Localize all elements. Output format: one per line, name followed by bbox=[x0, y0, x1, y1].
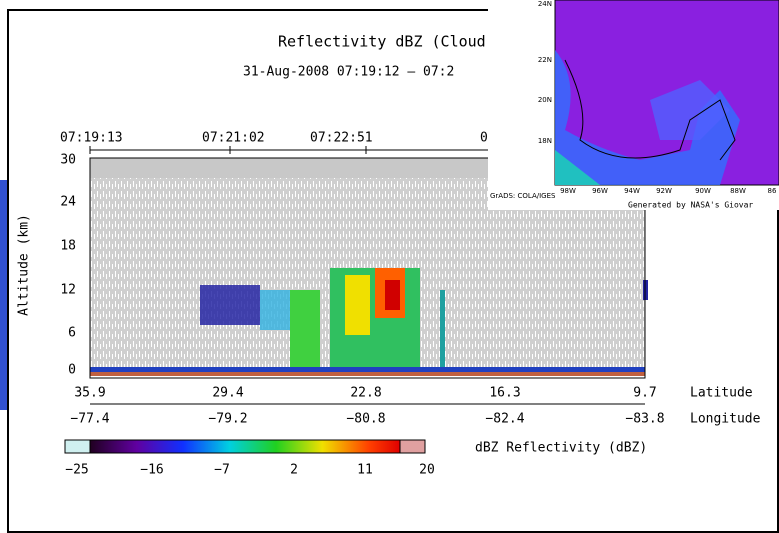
y-axis-label: Altitude (km) bbox=[17, 214, 32, 316]
latitude-label: 35.9 bbox=[74, 386, 105, 401]
y-tick: 30 bbox=[60, 153, 76, 168]
background-map bbox=[0, 180, 10, 410]
y-tick: 6 bbox=[68, 326, 76, 341]
map-features bbox=[555, 50, 740, 185]
colorbar-label: −16 bbox=[140, 463, 163, 478]
plot-frame bbox=[89, 157, 646, 379]
colorbar-labels: −25 −16 −7 2 11 20 bbox=[65, 463, 435, 478]
plot-subtitle: 31-Aug-2008 07:19:12 – 07:2 bbox=[243, 65, 454, 80]
colorbar-over bbox=[399, 439, 426, 454]
time-label: 07:22:51 bbox=[310, 131, 373, 146]
longitude-label: −82.4 bbox=[485, 412, 524, 427]
map-lat-label: 22N bbox=[538, 56, 552, 64]
colorbar-under bbox=[64, 439, 91, 454]
latitude-label: 22.8 bbox=[350, 386, 381, 401]
map-lon-label: 88W bbox=[730, 187, 746, 195]
latitude-label: 16.3 bbox=[489, 386, 520, 401]
map-credit: GrADS: COLA/IGES bbox=[490, 192, 556, 200]
map-lon-label: 96W bbox=[592, 187, 608, 195]
colorbar-label: 11 bbox=[357, 463, 373, 478]
longitude-label: −80.8 bbox=[346, 412, 385, 427]
time-label: 07:21:02 bbox=[202, 131, 265, 146]
colorbar-label: −25 bbox=[65, 463, 88, 478]
radar-echoes bbox=[90, 268, 648, 376]
latitude-label: 9.7 bbox=[633, 386, 656, 401]
map-lon-label: 98W bbox=[560, 187, 576, 195]
colorbar-label: 20 bbox=[419, 463, 435, 478]
longitude-title: Longitude bbox=[690, 412, 761, 427]
latitude-title: Latitude bbox=[690, 386, 753, 401]
y-tick: 24 bbox=[60, 195, 76, 210]
colorbar-label: 2 bbox=[290, 463, 298, 478]
map-lon-label: 94W bbox=[624, 187, 640, 195]
latitude-labels: 35.9 −77.4 29.4 −79.2 22.8 −80.8 16.3 −82.4 9.7 −… bbox=[70, 386, 664, 427]
plot-title: Reflectivity dBZ (Cloud bbox=[278, 33, 486, 51]
colorbar-label: −7 bbox=[214, 463, 230, 478]
map-lon-label: 92W bbox=[656, 187, 672, 195]
map-lat-label: 24N bbox=[538, 0, 552, 8]
y-tick: 0 bbox=[68, 363, 76, 378]
longitude-label: −79.2 bbox=[208, 412, 247, 427]
map-footer: Generated by NASA's Giovar bbox=[628, 201, 753, 210]
longitude-label: −83.8 bbox=[625, 412, 664, 427]
colorbar bbox=[89, 439, 401, 454]
longitude-label: −77.4 bbox=[70, 412, 109, 427]
map-lon-label: 86 bbox=[768, 187, 777, 195]
y-tick: 12 bbox=[60, 283, 76, 298]
map-lon-labels: 98W 96W 94W 92W 90W 88W 86 bbox=[560, 187, 777, 195]
map-lon-label: 90W bbox=[695, 187, 711, 195]
colorbar-title: dBZ Reflectivity (dBZ) bbox=[475, 441, 647, 456]
latitude-label: 29.4 bbox=[212, 386, 243, 401]
y-tick: 18 bbox=[60, 239, 76, 254]
time-label: 07:19:13 bbox=[60, 131, 123, 146]
map-lat-label: 18N bbox=[538, 137, 552, 145]
time-label: 0 bbox=[480, 131, 488, 146]
map-lat-label: 20N bbox=[538, 96, 552, 104]
